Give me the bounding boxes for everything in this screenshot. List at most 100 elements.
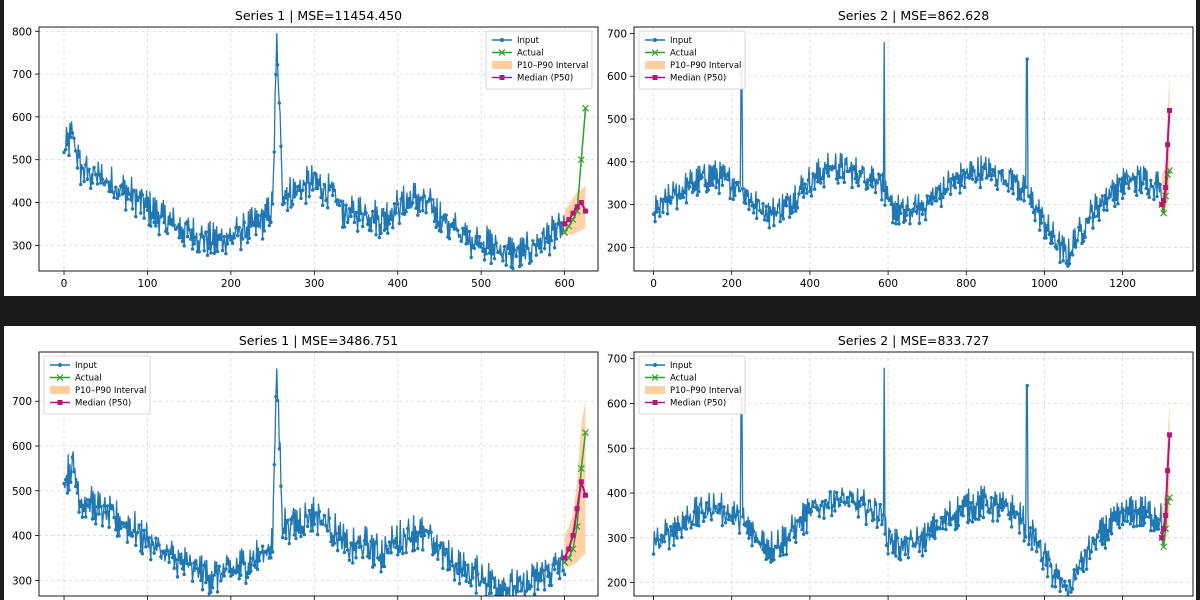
legend-label: Actual	[670, 49, 697, 59]
input-point	[85, 177, 90, 182]
input-point	[1020, 517, 1025, 522]
input-point	[329, 184, 333, 189]
input-point	[720, 523, 725, 528]
y-tick-label: 600	[12, 112, 32, 124]
input-point	[512, 248, 517, 252]
x-tick-label: 400	[800, 278, 820, 290]
input-point	[794, 540, 798, 545]
input-point	[703, 183, 707, 188]
input-point	[1136, 172, 1140, 176]
input-point	[1155, 194, 1159, 199]
input-point	[467, 229, 472, 234]
input-point	[502, 587, 507, 591]
y-tick-label: 600	[607, 398, 627, 410]
input-point	[242, 220, 246, 225]
input-point	[416, 213, 420, 217]
input-point	[69, 480, 73, 484]
input-point	[152, 551, 156, 555]
input-point	[431, 209, 435, 214]
legend-marker	[653, 363, 657, 367]
actual-marker	[577, 464, 585, 472]
input-point	[516, 246, 520, 250]
input-point	[289, 205, 293, 209]
input-point	[1142, 177, 1147, 181]
input-point	[274, 72, 278, 77]
input-point	[781, 553, 786, 557]
input-point	[934, 199, 939, 203]
legend-box	[638, 355, 746, 415]
input-point	[305, 180, 310, 184]
input-point	[509, 578, 513, 583]
input-point	[1092, 538, 1097, 542]
input-point	[839, 164, 843, 168]
input-point	[479, 580, 483, 584]
input-point	[869, 507, 873, 512]
input-point	[1031, 210, 1036, 215]
input-point	[320, 203, 325, 208]
input-point	[361, 224, 365, 229]
input-point	[377, 558, 382, 562]
legend-box	[638, 30, 746, 90]
input-point	[302, 182, 307, 186]
input-point	[798, 186, 803, 191]
input-point	[514, 254, 518, 259]
input-point	[700, 510, 704, 515]
input-point	[767, 556, 771, 560]
input-point	[1108, 529, 1112, 533]
input-point	[477, 583, 482, 587]
input-point	[461, 226, 465, 231]
input-point	[709, 518, 714, 522]
input-point	[209, 590, 213, 594]
input-point	[429, 197, 433, 202]
input-point	[973, 517, 978, 521]
median-marker	[578, 479, 584, 485]
input-point	[794, 209, 798, 213]
median-marker	[570, 210, 576, 216]
y-tick-label: 700	[607, 28, 627, 40]
input-point	[1016, 512, 1020, 516]
x-tick-label: 600	[555, 278, 575, 290]
input-point	[497, 250, 502, 254]
input-point	[1131, 525, 1136, 529]
input-point	[669, 524, 673, 529]
legend-marker	[499, 75, 505, 80]
input-point	[356, 541, 360, 545]
input-point	[476, 572, 480, 576]
input-point	[484, 594, 488, 596]
input-point	[119, 526, 123, 531]
input-point	[97, 512, 101, 516]
input-point	[62, 481, 66, 486]
input-point	[354, 556, 358, 560]
input-point	[866, 509, 870, 514]
input-point	[364, 542, 368, 546]
input-point	[1056, 576, 1061, 580]
input-point	[765, 218, 770, 223]
input-point	[1064, 261, 1069, 265]
input-point	[875, 180, 879, 185]
input-point	[659, 198, 664, 202]
input-point	[99, 181, 103, 185]
input-point	[436, 223, 440, 227]
input-point	[1002, 181, 1006, 186]
input-point	[82, 179, 86, 184]
legend-label: P10–P90 Interval	[670, 61, 741, 71]
input-point	[377, 235, 382, 240]
input-point	[783, 542, 787, 547]
input-point	[142, 528, 146, 533]
input-point	[269, 556, 273, 560]
input-point	[102, 503, 106, 508]
input-point	[349, 214, 353, 219]
input-point	[404, 210, 408, 214]
input-point	[952, 516, 956, 520]
input-point	[834, 490, 839, 495]
input-point	[94, 172, 98, 177]
input-point	[1055, 247, 1059, 251]
input-point	[272, 150, 276, 154]
input-point	[725, 511, 729, 515]
input-point	[708, 507, 712, 512]
input-point	[800, 190, 804, 195]
input-point	[845, 495, 850, 500]
input-point	[165, 231, 170, 236]
input-point	[367, 556, 372, 560]
median-marker	[582, 492, 588, 498]
